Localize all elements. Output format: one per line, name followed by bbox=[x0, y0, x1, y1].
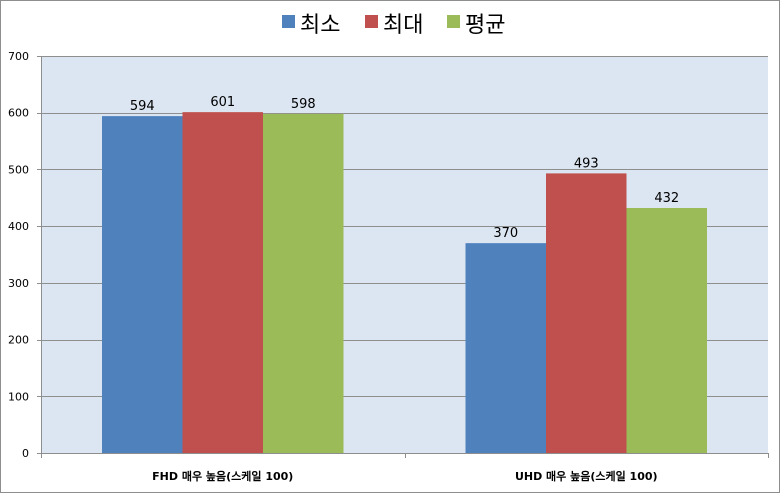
axes bbox=[37, 56, 769, 458]
bar-2-series-2 bbox=[546, 173, 627, 454]
legend-swatch bbox=[447, 15, 460, 28]
data-labels: 594 370 601 493 598 432 bbox=[130, 95, 679, 241]
y-tick-label: 100 bbox=[8, 390, 29, 403]
bars bbox=[102, 112, 707, 454]
bar-1-series-2 bbox=[182, 112, 263, 453]
legend-label: 최대 bbox=[383, 13, 423, 38]
y-tick-label: 700 bbox=[8, 50, 29, 63]
y-tick-label: 200 bbox=[8, 334, 29, 347]
bar-1-series-1 bbox=[102, 116, 183, 454]
x-category-label: FHD 매우 높음(스케일 100) bbox=[152, 469, 293, 483]
y-tick-label: 600 bbox=[8, 107, 29, 120]
bar-2-series-3 bbox=[626, 207, 707, 453]
data-label: 432 bbox=[654, 191, 679, 206]
legend: 최소 최대 평균 bbox=[282, 13, 505, 38]
x-category-label: UHD 매우 높음(스케일 100) bbox=[515, 469, 658, 483]
y-tick-label: 0 bbox=[22, 447, 29, 460]
bar-2-series-1 bbox=[465, 243, 546, 453]
y-tick-label: 500 bbox=[8, 163, 29, 176]
data-label: 601 bbox=[210, 95, 235, 110]
data-label: 493 bbox=[574, 156, 599, 171]
y-axis-ticks: 0 100 200 300 400 500 600 700 bbox=[8, 50, 29, 460]
data-label: 370 bbox=[493, 226, 518, 241]
data-label: 598 bbox=[291, 97, 316, 112]
y-tick-label: 300 bbox=[8, 277, 29, 290]
data-label: 594 bbox=[130, 99, 155, 114]
legend-swatch bbox=[282, 15, 295, 28]
bar-1-series-3 bbox=[263, 113, 344, 453]
x-axis-categories: FHD 매우 높음(스케일 100) UHD 매우 높음(스케일 100) bbox=[152, 469, 657, 483]
y-tick-label: 400 bbox=[8, 220, 29, 233]
legend-swatch bbox=[365, 15, 378, 28]
legend-label: 평균 bbox=[465, 13, 505, 38]
legend-label: 최소 bbox=[300, 13, 340, 38]
